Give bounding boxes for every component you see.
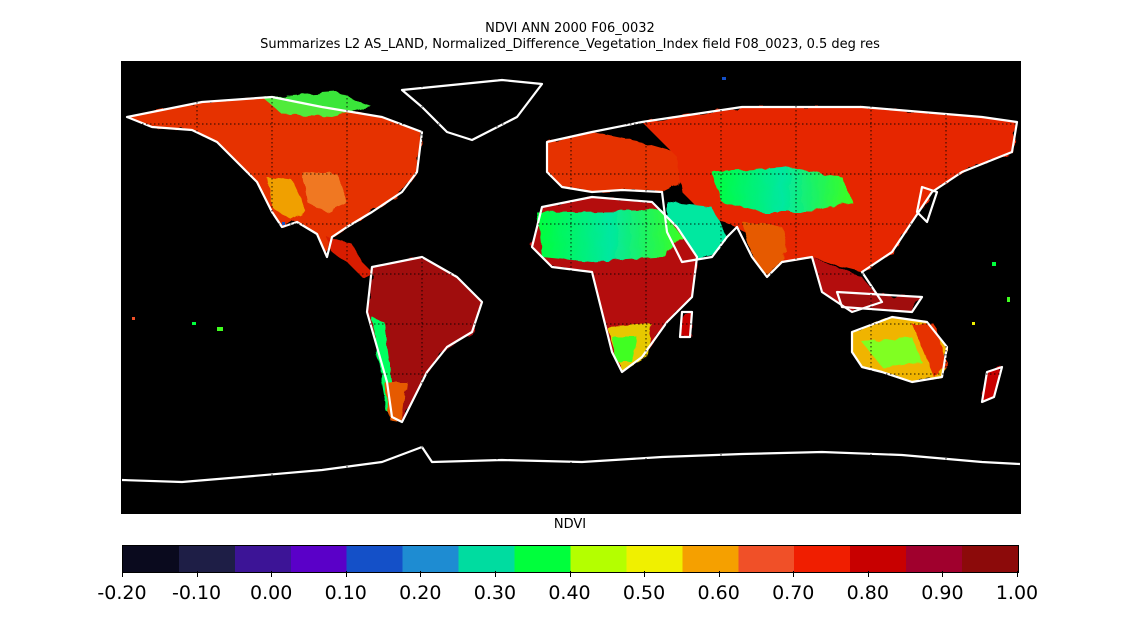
colorbar-tick-label: 0.50 [622, 582, 666, 604]
central-america [327, 237, 372, 277]
ocean-island-pixels [132, 77, 1010, 331]
colorbar [122, 545, 1019, 573]
colorbar-tick-label: 0.10 [324, 582, 367, 604]
ndvi-world-map [121, 61, 1021, 514]
coast-north-america [125, 95, 424, 259]
coast-africa [530, 195, 699, 374]
coastlines [122, 78, 1020, 484]
map-subtitle: Summarizes L2 AS_LAND, Normalized_Differ… [260, 37, 880, 52]
colorbar-tick [867, 571, 869, 577]
colorbar-tick [196, 571, 198, 577]
kalahari [612, 337, 637, 362]
australia-green [862, 337, 922, 367]
colorbar-tick [569, 571, 571, 577]
colorbar-tick-label: 0.70 [772, 582, 815, 604]
colorbar-tick-label: 0.40 [548, 582, 591, 604]
colorbar-tick-label: 0.60 [697, 582, 740, 604]
coast-indonesia [835, 290, 924, 314]
india [742, 222, 787, 277]
colorbar-tick-label: -0.20 [97, 582, 147, 604]
colorbar-tick [644, 571, 646, 577]
colorbar-tick-label: 0.80 [846, 582, 889, 604]
colorbar-tick [793, 571, 795, 577]
coast-antarctica [122, 445, 1020, 484]
colorbar-tick-label: 0.20 [399, 582, 442, 604]
coast-japan [915, 185, 939, 224]
graticule [122, 62, 1020, 513]
colorbar-tick-label: 0.00 [250, 582, 293, 604]
colorbar-tick [122, 571, 123, 577]
colorbar-tick [271, 571, 273, 577]
sa-south [384, 382, 407, 422]
colorbar-tick [1017, 571, 1018, 577]
colorbar-tick-label: 0.30 [473, 582, 517, 604]
coast-greenland [400, 78, 544, 142]
colorbar-tick-label: 1.00 [995, 582, 1039, 604]
sahara [537, 210, 682, 262]
colorbar-tick-label: 0.90 [921, 582, 964, 604]
north-america [127, 97, 422, 257]
colorbar-tick [345, 571, 347, 577]
coast-madagascar [678, 310, 694, 339]
na-plains [302, 172, 347, 212]
map-title: NDVI ANN 2000 F06_0032 [485, 21, 655, 36]
colorbar-tick [420, 571, 422, 577]
land-masses [127, 92, 1017, 422]
na-west-yellow [267, 177, 307, 220]
south-america [367, 257, 482, 422]
colorbar-tick-label: -0.10 [171, 582, 222, 604]
colorbar-label: NDVI [553, 517, 587, 532]
colorbar-tick [718, 571, 720, 577]
coast-new-zealand [980, 365, 1004, 404]
colorbar-tick [494, 571, 496, 577]
central-asia-steppe [712, 167, 852, 212]
coast-south-america [365, 255, 484, 424]
colorbar-tick [942, 571, 944, 577]
coast-australia [850, 315, 949, 384]
europe [547, 132, 682, 192]
coast-europe-asia [545, 105, 1019, 314]
